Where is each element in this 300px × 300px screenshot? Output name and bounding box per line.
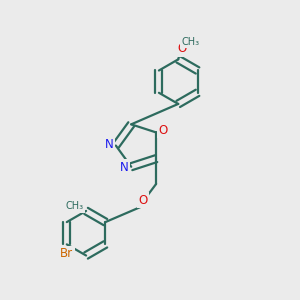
Text: O: O — [177, 42, 186, 56]
Text: O: O — [158, 124, 167, 136]
Text: CH₃: CH₃ — [66, 202, 84, 212]
Text: N: N — [120, 161, 129, 174]
Text: N: N — [105, 138, 114, 152]
Text: O: O — [138, 194, 147, 207]
Text: Br: Br — [60, 248, 74, 260]
Text: CH₃: CH₃ — [182, 37, 200, 47]
